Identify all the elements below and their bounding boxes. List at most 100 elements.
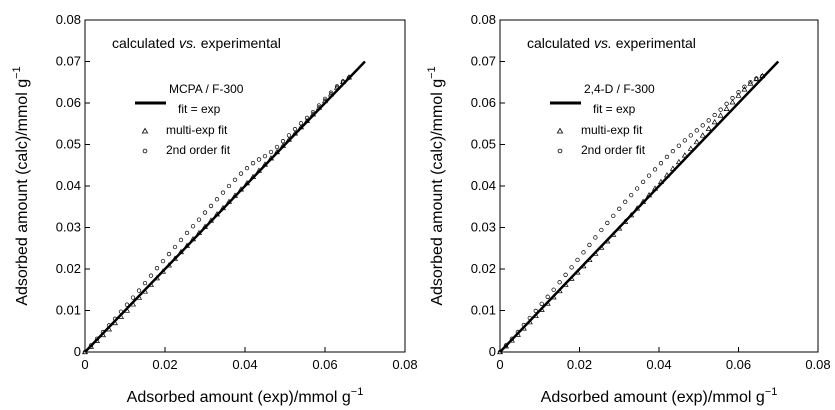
- multi-exp-point: [724, 106, 729, 110]
- y-tick-label: 0.01: [471, 303, 496, 318]
- second-order-point: [203, 211, 207, 215]
- second-order-point: [707, 119, 711, 123]
- x-tick-label: 0.06: [312, 357, 337, 372]
- y-tick-label: 0.02: [56, 261, 81, 276]
- annotation-prefix: calculated: [527, 35, 594, 51]
- second-order-point: [281, 139, 285, 143]
- second-order-point: [725, 102, 729, 106]
- multi-exp-point: [676, 160, 681, 164]
- second-order-point: [623, 200, 627, 204]
- second-order-point: [209, 204, 213, 208]
- second-order-point: [137, 289, 141, 293]
- second-order-point: [701, 124, 705, 128]
- legend-label-multi-exp: multi-exp fit: [581, 123, 643, 137]
- y-tick-label: 0.06: [56, 95, 81, 110]
- chart-2: 0 0.01 0.02 0.03 0.04 0.05 0.06 0.07 0.08 0 0.02 0.…: [426, 12, 831, 406]
- second-order-point: [215, 197, 219, 201]
- second-order-point: [179, 238, 183, 242]
- y-axis-label-exponent: −1: [11, 66, 23, 79]
- x-axis-label-main: Adsorbed amount (exp)/mmol g: [127, 389, 351, 406]
- second-order-point: [617, 207, 621, 211]
- legend: MCPA / F-300fit = expmulti-exp fit2nd or…: [135, 82, 244, 157]
- y-axis-label-main: Adsorbed amount (calc)/mmol g: [14, 79, 31, 306]
- legend-title: MCPA / F-300: [169, 82, 244, 96]
- y-tick-label: 0.03: [471, 220, 496, 235]
- second-order-point: [221, 191, 225, 195]
- annotation-suffix: experimental: [201, 35, 281, 51]
- second-order-point: [558, 280, 562, 284]
- second-order-point: [713, 113, 717, 117]
- legend-title: 2,4-D / F-300: [584, 82, 655, 96]
- legend: 2,4-D / F-300 fit = exp multi-exp fit 2nd o…: [550, 82, 655, 157]
- second-order-point: [263, 154, 267, 158]
- x-tick-label: 0.04: [646, 357, 671, 372]
- y-tick-label: 0.03: [56, 220, 81, 235]
- legend-circle-marker: [558, 149, 562, 153]
- second-order-point: [269, 150, 273, 154]
- x-tick-label: 0.08: [392, 357, 417, 372]
- second-order-point: [647, 174, 651, 178]
- multi-exp-point: [712, 120, 717, 124]
- second-order-point: [161, 259, 165, 263]
- y-axis-label-main: Adsorbed amount (calc)/mmol g: [429, 79, 446, 306]
- second-order-point: [582, 251, 586, 255]
- second-order-point: [275, 145, 279, 149]
- second-order-point: [606, 221, 610, 225]
- y-tick-label: 0.02: [471, 261, 496, 276]
- second-order-point: [227, 184, 231, 188]
- y-tick-label: 0.08: [471, 12, 496, 27]
- second-order-point: [534, 309, 538, 313]
- second-order-point: [659, 161, 663, 165]
- annotation: calculated vs. experimental: [527, 35, 696, 51]
- legend-triangle-marker: [142, 128, 147, 133]
- annotation-suffix: experimental: [616, 35, 696, 51]
- second-order-point: [695, 129, 699, 133]
- y-tick-label: 0.04: [471, 178, 496, 193]
- multi-exp-point: [706, 126, 711, 130]
- y-tick-label: 0.04: [56, 178, 81, 193]
- second-order-point: [191, 224, 195, 228]
- second-order-point: [233, 178, 237, 182]
- fit-equals-exp-line: [500, 62, 778, 353]
- second-order-point: [197, 218, 201, 222]
- multi-exp-point: [688, 146, 693, 150]
- second-order-point: [594, 236, 598, 240]
- second-order-point: [689, 134, 693, 138]
- multi-exp-point: [718, 113, 723, 117]
- x-axis-label-exponent: −1: [351, 386, 364, 398]
- x-tick-label: 0.08: [805, 357, 830, 372]
- second-order-point: [125, 303, 129, 307]
- x-axis-label-main: Adsorbed amount (exp)/mmol g: [541, 389, 765, 406]
- second-order-point: [588, 243, 592, 247]
- y-tick-label: 0.08: [56, 12, 81, 27]
- series-1: [500, 62, 778, 353]
- legend-triangle-marker: [557, 128, 562, 133]
- legend-label-2nd-order: 2nd order fit: [581, 143, 646, 157]
- legend-label-multi-exp: multi-exp fit: [166, 123, 228, 137]
- x-tick-label: 0.02: [152, 357, 177, 372]
- second-order-point: [564, 273, 568, 277]
- x-axis-label: Adsorbed amount (exp)/mmol g−1: [127, 386, 364, 406]
- y-tick-label: 0.07: [471, 54, 496, 69]
- y-tick-label: 0.01: [56, 303, 81, 318]
- second-order-point: [683, 139, 687, 143]
- annotation-vs: vs.: [594, 35, 616, 51]
- legend-label-fit: fit = exp: [593, 102, 636, 116]
- multi-exp-point: [730, 100, 735, 104]
- x-axis-label-exponent: −1: [765, 386, 778, 398]
- x-tick-label: 0.06: [726, 357, 751, 372]
- second-order-point: [540, 302, 544, 306]
- x-tick-label: 0.04: [232, 357, 257, 372]
- second-order-point: [653, 168, 657, 172]
- legend-circle-marker: [143, 149, 147, 153]
- multi-exp-point: [700, 133, 705, 137]
- second-order-point: [257, 158, 261, 162]
- annotation: calculated vs. experimental: [112, 35, 281, 51]
- second-order-point: [677, 144, 681, 148]
- second-order-point: [546, 295, 550, 299]
- y-tick-label: 0: [74, 344, 81, 359]
- y-axis-label: Adsorbed amount (calc)/mmol g−1: [11, 66, 31, 305]
- second-order-point: [671, 149, 675, 153]
- second-order-point: [629, 193, 633, 197]
- second-order-point: [155, 266, 159, 270]
